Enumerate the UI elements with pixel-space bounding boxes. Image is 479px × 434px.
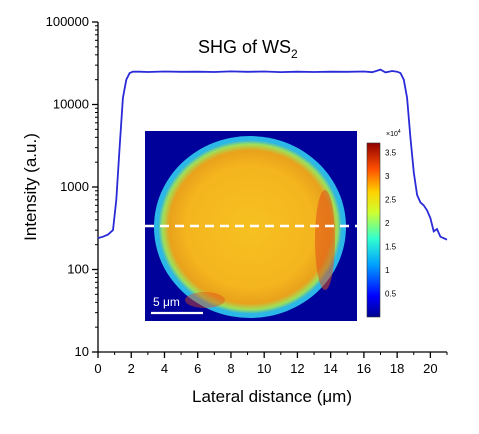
y-axis-label: Intensity (a.u.) — [21, 133, 40, 241]
y-tick-label: 100 — [67, 262, 89, 277]
y-tick-label: 10000 — [53, 97, 89, 112]
colorbar-tick-label: 2 — [385, 219, 390, 228]
scale-bar-label: 5 μm — [153, 295, 180, 309]
x-tick-label: 12 — [290, 361, 304, 376]
colorbar-tick-label: 0.5 — [385, 289, 397, 298]
x-tick-label: 16 — [357, 361, 371, 376]
x-ticks: 0 2 4 6 8 10 12 14 16 18 20 — [94, 352, 448, 376]
colorbar — [366, 142, 381, 318]
x-tick-label: 18 — [390, 361, 404, 376]
inset-shg-map: 5 μm — [145, 131, 357, 321]
inset-edge-red-bottom — [185, 292, 225, 308]
y-tick-label: 1000 — [60, 179, 89, 194]
x-tick-label: 6 — [194, 361, 201, 376]
inset-colorbar: ×104 3.5 3 2.5 2 1.5 1 0.5 — [366, 129, 401, 318]
x-tick-label: 20 — [423, 361, 437, 376]
x-tick-label: 0 — [94, 361, 101, 376]
colorbar-tick-label: 3 — [385, 172, 390, 181]
inset-edge-red-right — [315, 190, 335, 290]
colorbar-tick-label: 1 — [385, 266, 390, 275]
x-tick-label: 4 — [161, 361, 168, 376]
colorbar-ticks: 3.5 3 2.5 2 1.5 1 0.5 — [385, 148, 397, 298]
colorbar-tick-label: 3.5 — [385, 148, 397, 157]
colorbar-multiplier: ×104 — [386, 129, 401, 138]
series-line — [97, 68, 448, 241]
x-tick-label: 2 — [128, 361, 135, 376]
chart-title: SHG of WS2 — [198, 37, 298, 61]
colorbar-tick-label: 2.5 — [385, 195, 397, 204]
x-axis-label: Lateral distance (μm) — [192, 387, 352, 406]
x-tick-label: 8 — [227, 361, 234, 376]
y-ticks: 10 100 1000 10000 100000 — [46, 14, 98, 359]
colorbar-tick-label: 1.5 — [385, 242, 397, 251]
x-tick-label: 10 — [257, 361, 271, 376]
y-tick-label: 100000 — [46, 14, 89, 29]
x-tick-label: 14 — [323, 361, 337, 376]
y-tick-label: 10 — [75, 344, 89, 359]
